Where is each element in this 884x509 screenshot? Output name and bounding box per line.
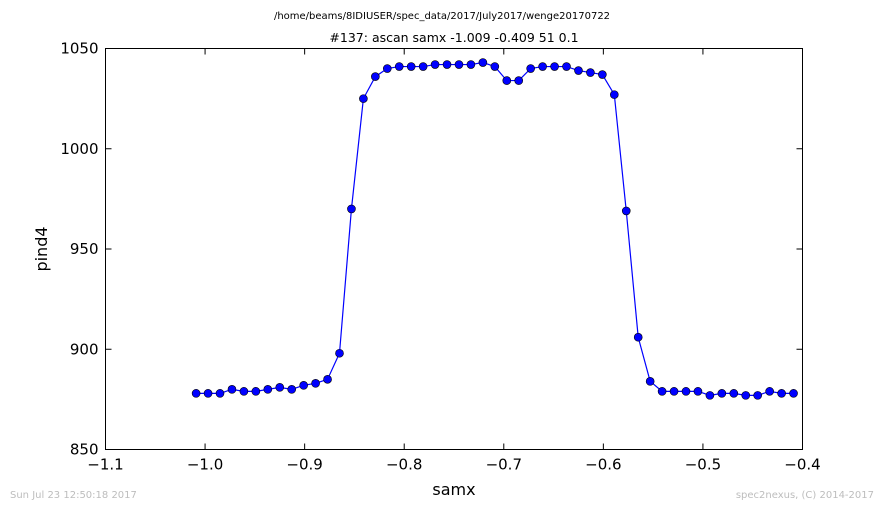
data-point (765, 387, 774, 396)
y-axis-label: pind4 (32, 226, 51, 271)
x-tick-label: −1.0 (187, 456, 223, 474)
data-point (789, 389, 798, 398)
data-point (430, 60, 440, 69)
x-tick-label: −0.9 (286, 456, 322, 474)
data-point (562, 62, 571, 71)
data-point (657, 387, 667, 396)
data-point (359, 94, 368, 103)
data-point (203, 389, 213, 398)
data-point (526, 64, 535, 73)
series-layer (191, 58, 798, 400)
y-tick-label: 1000 (60, 140, 98, 158)
data-point (681, 387, 691, 396)
timestamp: Sun Jul 23 12:50:18 2017 (10, 490, 137, 501)
data-point (335, 348, 344, 358)
data-point (705, 391, 715, 400)
x-tick-label: −0.7 (486, 456, 522, 474)
data-point (693, 387, 703, 396)
data-point (669, 387, 679, 396)
x-tick-label: −1.1 (87, 456, 123, 474)
data-point (239, 387, 249, 396)
data-point (502, 76, 512, 85)
x-tick-label: −0.4 (784, 456, 820, 474)
data-point (538, 62, 547, 71)
data-point (371, 72, 380, 81)
data-point (645, 377, 655, 386)
data-point (586, 68, 595, 77)
data-point (323, 375, 332, 384)
data-point (777, 389, 786, 398)
data-point (514, 76, 524, 85)
credit: spec2nexus, (C) 2014-2017 (736, 490, 874, 501)
data-point (741, 391, 751, 400)
data-point (191, 389, 201, 398)
data-point (442, 60, 452, 69)
data-point (753, 391, 762, 400)
y-tick-label: 900 (70, 340, 99, 358)
data-point (394, 62, 404, 71)
y-tick-label: 950 (70, 240, 99, 258)
data-point (574, 66, 583, 75)
data-point (717, 389, 727, 398)
chart-title: #137: ascan samx -1.009 -0.409 51 0.1 (329, 30, 578, 45)
data-point (598, 70, 607, 79)
y-tick-label: 1050 (60, 40, 98, 58)
data-point (215, 389, 225, 398)
x-tick-label: −0.6 (585, 456, 621, 474)
data-point (418, 62, 428, 71)
data-point (454, 60, 464, 69)
data-point (466, 60, 476, 69)
data-point (406, 62, 416, 71)
data-point (382, 64, 392, 73)
data-point (227, 385, 237, 394)
data-point (478, 58, 488, 67)
data-point (729, 389, 739, 398)
y-tick-label: 850 (70, 441, 99, 459)
tick-layer: −1.1 −1.0 −0.9 −0.8 −0.7 −0.6 −0.5 −0.4 850 900 95… (60, 40, 820, 474)
data-point (275, 383, 285, 392)
data-point (347, 204, 356, 214)
data-point (621, 206, 631, 216)
data-point (490, 62, 500, 71)
x-tick-label: −0.5 (685, 456, 721, 474)
data-point (633, 332, 643, 342)
series-line (196, 61, 794, 396)
figure-suptitle: /home/beams/8IDIUSER/spec_data/2017/July… (274, 11, 610, 22)
data-point (287, 385, 297, 394)
data-point (311, 379, 320, 388)
data-point (610, 90, 619, 99)
data-point (550, 62, 559, 71)
x-tick-label: −0.8 (386, 456, 422, 474)
x-axis-label: samx (432, 480, 475, 499)
data-point (251, 387, 261, 396)
data-point (263, 385, 273, 394)
data-point (299, 381, 308, 390)
